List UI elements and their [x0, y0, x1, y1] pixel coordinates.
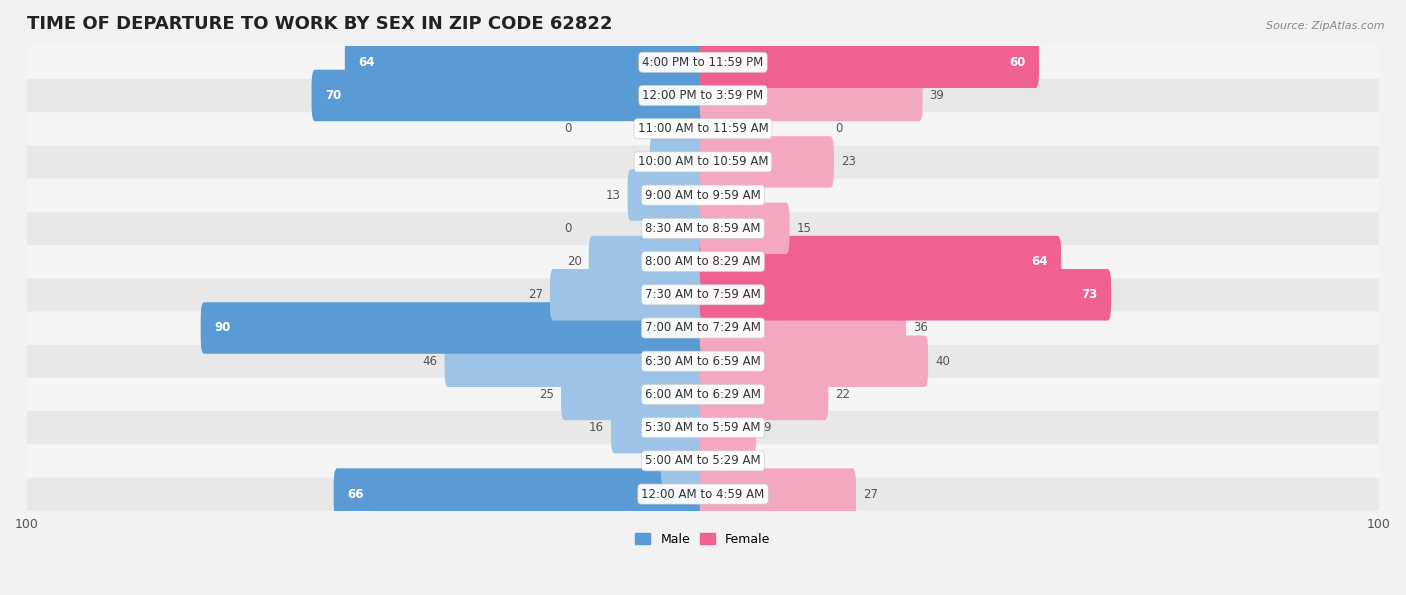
FancyBboxPatch shape	[27, 345, 1379, 378]
FancyBboxPatch shape	[27, 79, 1379, 112]
Text: 5:30 AM to 5:59 AM: 5:30 AM to 5:59 AM	[645, 421, 761, 434]
Text: 8:00 AM to 8:29 AM: 8:00 AM to 8:29 AM	[645, 255, 761, 268]
FancyBboxPatch shape	[661, 435, 706, 487]
Text: 23: 23	[841, 155, 855, 168]
Text: 0: 0	[835, 122, 842, 135]
Text: 6:00 AM to 6:29 AM: 6:00 AM to 6:29 AM	[645, 388, 761, 401]
FancyBboxPatch shape	[27, 178, 1379, 212]
FancyBboxPatch shape	[27, 378, 1379, 411]
FancyBboxPatch shape	[550, 269, 706, 321]
Text: 36: 36	[912, 321, 928, 334]
Text: 64: 64	[359, 56, 375, 69]
FancyBboxPatch shape	[27, 411, 1379, 444]
Text: 20: 20	[567, 255, 582, 268]
Text: 27: 27	[529, 289, 543, 301]
FancyBboxPatch shape	[700, 70, 922, 121]
Text: TIME OF DEPARTURE TO WORK BY SEX IN ZIP CODE 62822: TIME OF DEPARTURE TO WORK BY SEX IN ZIP …	[27, 15, 613, 33]
Text: 7:00 AM to 7:29 AM: 7:00 AM to 7:29 AM	[645, 321, 761, 334]
Text: 12:00 AM to 4:59 AM: 12:00 AM to 4:59 AM	[641, 487, 765, 500]
Text: 7:30 AM to 7:59 AM: 7:30 AM to 7:59 AM	[645, 289, 761, 301]
Text: 60: 60	[1010, 56, 1025, 69]
FancyBboxPatch shape	[27, 212, 1379, 245]
FancyBboxPatch shape	[700, 468, 856, 520]
FancyBboxPatch shape	[444, 336, 706, 387]
FancyBboxPatch shape	[700, 402, 756, 453]
Text: 0: 0	[564, 222, 571, 235]
FancyBboxPatch shape	[700, 269, 1111, 321]
Text: 9:00 AM to 9:59 AM: 9:00 AM to 9:59 AM	[645, 189, 761, 202]
FancyBboxPatch shape	[27, 477, 1379, 511]
Text: 22: 22	[835, 388, 851, 401]
FancyBboxPatch shape	[27, 112, 1379, 145]
Text: 27: 27	[863, 487, 877, 500]
FancyBboxPatch shape	[612, 402, 706, 453]
Text: 13: 13	[606, 189, 621, 202]
FancyBboxPatch shape	[700, 236, 1062, 287]
Text: Source: ZipAtlas.com: Source: ZipAtlas.com	[1267, 21, 1385, 31]
Text: 9: 9	[763, 421, 770, 434]
FancyBboxPatch shape	[700, 203, 790, 254]
Text: 6:30 AM to 6:59 AM: 6:30 AM to 6:59 AM	[645, 355, 761, 368]
FancyBboxPatch shape	[700, 369, 828, 420]
Text: 16: 16	[589, 421, 605, 434]
FancyBboxPatch shape	[27, 311, 1379, 345]
Text: 8:30 AM to 8:59 AM: 8:30 AM to 8:59 AM	[645, 222, 761, 235]
Text: 5:00 AM to 5:29 AM: 5:00 AM to 5:29 AM	[645, 455, 761, 467]
Text: 40: 40	[935, 355, 950, 368]
FancyBboxPatch shape	[27, 245, 1379, 278]
FancyBboxPatch shape	[27, 444, 1379, 477]
FancyBboxPatch shape	[201, 302, 706, 354]
FancyBboxPatch shape	[27, 46, 1379, 79]
Legend: Male, Female: Male, Female	[630, 528, 776, 551]
Text: 15: 15	[796, 222, 811, 235]
FancyBboxPatch shape	[344, 36, 706, 88]
FancyBboxPatch shape	[700, 336, 928, 387]
FancyBboxPatch shape	[312, 70, 706, 121]
FancyBboxPatch shape	[27, 278, 1379, 311]
FancyBboxPatch shape	[700, 136, 834, 187]
Text: 46: 46	[423, 355, 437, 368]
FancyBboxPatch shape	[589, 236, 706, 287]
Text: 12:00 PM to 3:59 PM: 12:00 PM to 3:59 PM	[643, 89, 763, 102]
Text: 9: 9	[636, 155, 643, 168]
FancyBboxPatch shape	[561, 369, 706, 420]
FancyBboxPatch shape	[27, 145, 1379, 178]
FancyBboxPatch shape	[627, 170, 706, 221]
FancyBboxPatch shape	[700, 435, 723, 487]
Text: 7: 7	[647, 455, 654, 467]
FancyBboxPatch shape	[700, 36, 1039, 88]
Text: 0: 0	[564, 122, 571, 135]
FancyBboxPatch shape	[650, 136, 706, 187]
Text: 25: 25	[540, 388, 554, 401]
Text: 70: 70	[325, 89, 342, 102]
FancyBboxPatch shape	[700, 170, 740, 221]
Text: 10:00 AM to 10:59 AM: 10:00 AM to 10:59 AM	[638, 155, 768, 168]
Text: 3: 3	[730, 455, 737, 467]
Text: 11:00 AM to 11:59 AM: 11:00 AM to 11:59 AM	[638, 122, 768, 135]
Text: 64: 64	[1031, 255, 1047, 268]
Text: 39: 39	[929, 89, 945, 102]
FancyBboxPatch shape	[333, 468, 706, 520]
Text: 6: 6	[747, 189, 754, 202]
Text: 4:00 PM to 11:59 PM: 4:00 PM to 11:59 PM	[643, 56, 763, 69]
Text: 73: 73	[1081, 289, 1098, 301]
Text: 90: 90	[214, 321, 231, 334]
Text: 66: 66	[347, 487, 364, 500]
FancyBboxPatch shape	[700, 302, 905, 354]
